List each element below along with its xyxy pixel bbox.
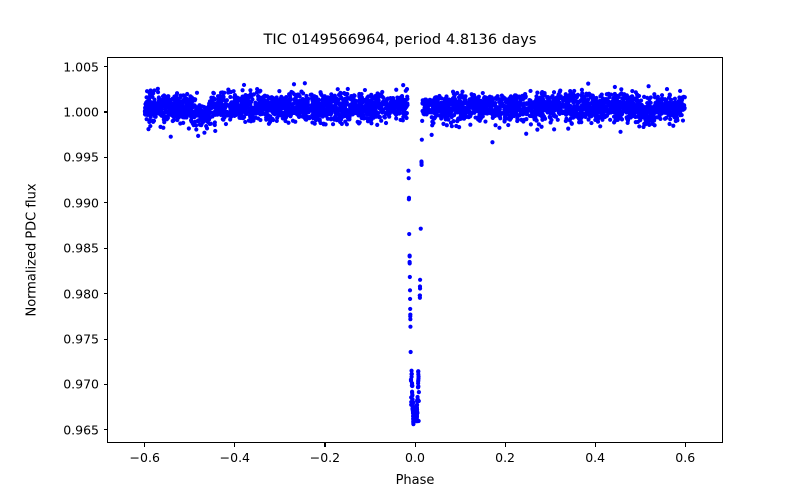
x-tick-mark — [324, 443, 326, 447]
x-tick-label: −0.2 — [309, 450, 341, 465]
y-tick-mark — [103, 383, 107, 385]
x-tick-label: 0.0 — [405, 450, 425, 465]
y-tick-label: 0.970 — [63, 376, 99, 392]
x-tick-label: −0.4 — [219, 450, 251, 465]
y-tick-label: 0.985 — [63, 240, 99, 256]
y-tick-label: 0.980 — [63, 286, 99, 302]
y-tick-mark — [103, 293, 107, 295]
x-axis-label: Phase — [395, 473, 435, 488]
y-tick-label: 0.965 — [63, 422, 99, 438]
x-tick-label: 0.2 — [495, 450, 516, 465]
x-tick-label: 0.4 — [585, 450, 606, 465]
x-tick-label: −0.6 — [129, 450, 160, 465]
x-tick-mark — [684, 443, 686, 447]
y-tick-label: 0.995 — [63, 149, 99, 165]
y-tick-mark — [103, 156, 107, 158]
y-axis-label: Normalized PDC flux — [24, 183, 40, 317]
plot-area — [107, 57, 723, 443]
scatter-points-layer — [142, 81, 687, 427]
y-tick-label: 0.990 — [63, 195, 99, 211]
y-tick-label: 1.000 — [63, 104, 99, 120]
x-tick-mark — [234, 443, 236, 447]
y-tick-mark — [103, 429, 107, 431]
y-tick-mark — [103, 111, 107, 113]
y-tick-label: 0.975 — [63, 331, 99, 347]
x-tick-label: 0.6 — [675, 450, 696, 465]
y-tick-mark — [103, 66, 107, 68]
y-tick-label: 1.005 — [63, 59, 99, 75]
x-tick-mark — [414, 443, 416, 447]
chart-title: TIC 0149566964, period 4.8136 days — [263, 32, 537, 48]
x-tick-mark — [594, 443, 596, 447]
x-tick-mark — [504, 443, 506, 447]
x-tick-mark — [144, 443, 146, 447]
y-tick-mark — [103, 338, 107, 340]
y-tick-mark — [103, 202, 107, 204]
y-tick-mark — [103, 247, 107, 249]
